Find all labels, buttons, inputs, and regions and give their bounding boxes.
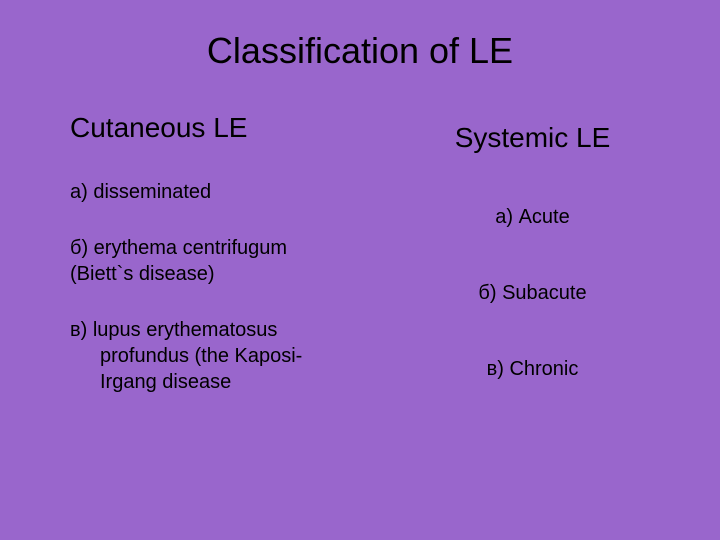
left-item-c-line2: profundus (the Kaposi-Irgang disease <box>70 343 350 395</box>
slide-container: Classification of LE Cutaneous LE а) dis… <box>0 0 720 540</box>
left-column: Cutaneous LE а) disseminated б) erythema… <box>40 112 365 432</box>
right-heading: Systemic LE <box>385 122 680 154</box>
left-item-c-line1: в) lupus erythematosus <box>70 317 350 343</box>
right-item-a: а) Acute <box>385 204 680 230</box>
slide-title: Classification of LE <box>40 30 680 72</box>
right-item-b: б) Subacute <box>385 280 680 306</box>
left-heading: Cutaneous LE <box>70 112 365 144</box>
left-item-a: а) disseminated <box>70 179 350 205</box>
right-item-c: в) Chronic <box>385 356 680 382</box>
left-item-b: б) erythema centrifugum (Biett`s disease… <box>70 235 350 287</box>
columns-container: Cutaneous LE а) disseminated б) erythema… <box>40 112 680 432</box>
left-item-c: в) lupus erythematosus profundus (the Ka… <box>70 317 350 395</box>
right-column: Systemic LE а) Acute б) Subacute в) Chro… <box>365 112 680 432</box>
